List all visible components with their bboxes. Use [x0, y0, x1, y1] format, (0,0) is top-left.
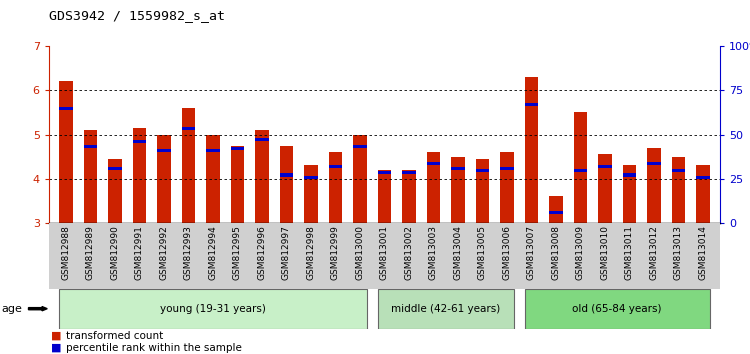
Text: GSM812995: GSM812995 [233, 225, 242, 280]
Bar [49, 223, 720, 289]
Text: GSM813001: GSM813001 [380, 225, 389, 280]
Text: GSM813004: GSM813004 [453, 225, 462, 280]
Bar [206, 149, 220, 152]
Bar [255, 138, 268, 141]
Bar [622, 166, 636, 223]
Bar [280, 173, 293, 177]
Bar [182, 127, 195, 130]
Text: GSM812998: GSM812998 [307, 225, 316, 280]
Bar [280, 145, 293, 223]
Bar [696, 166, 709, 223]
Text: GSM813002: GSM813002 [404, 225, 413, 280]
Bar [452, 156, 464, 223]
Bar [378, 170, 391, 223]
Bar [452, 167, 464, 170]
Bar [671, 169, 685, 172]
Bar [647, 162, 661, 166]
Text: ■: ■ [51, 343, 62, 353]
Bar [328, 165, 342, 168]
Bar [598, 165, 611, 168]
Text: GSM812989: GSM812989 [86, 225, 95, 280]
Text: GSM812991: GSM812991 [135, 225, 144, 280]
Bar [549, 211, 562, 214]
Bar [59, 289, 367, 329]
Text: GSM813013: GSM813013 [674, 225, 682, 280]
Bar [59, 107, 73, 110]
Text: GSM812994: GSM812994 [209, 225, 218, 280]
Text: GSM813007: GSM813007 [526, 225, 536, 280]
Bar [476, 159, 489, 223]
Bar [402, 170, 416, 223]
Text: GSM812999: GSM812999 [331, 225, 340, 280]
Text: ■: ■ [51, 331, 62, 341]
Bar [525, 289, 710, 329]
Text: GSM812993: GSM812993 [184, 225, 193, 280]
Bar [304, 166, 317, 223]
Text: GSM813012: GSM813012 [650, 225, 658, 280]
Text: GSM813014: GSM813014 [698, 225, 707, 280]
Text: GSM812990: GSM812990 [110, 225, 119, 280]
Bar [574, 113, 587, 223]
Text: GSM813009: GSM813009 [576, 225, 585, 280]
Bar [500, 152, 514, 223]
Bar [696, 176, 709, 179]
Text: middle (42-61 years): middle (42-61 years) [391, 304, 500, 314]
Bar [598, 154, 611, 223]
Text: GSM812992: GSM812992 [160, 225, 169, 280]
Bar [182, 108, 195, 223]
Bar [255, 130, 268, 223]
Bar [158, 135, 171, 223]
Bar [206, 135, 220, 223]
Bar [402, 171, 416, 175]
Text: percentile rank within the sample: percentile rank within the sample [66, 343, 242, 353]
Text: age: age [2, 304, 22, 314]
Bar [158, 149, 171, 152]
Text: GSM813000: GSM813000 [356, 225, 364, 280]
Text: old (65-84 years): old (65-84 years) [572, 304, 662, 314]
Bar [231, 147, 244, 150]
Bar [108, 167, 122, 170]
Bar [671, 156, 685, 223]
Text: GSM812997: GSM812997 [282, 225, 291, 280]
Text: GSM813010: GSM813010 [600, 225, 609, 280]
Bar [231, 145, 244, 223]
Bar [476, 169, 489, 172]
Bar [108, 159, 122, 223]
Bar [59, 81, 73, 223]
Bar [574, 169, 587, 172]
Bar [378, 171, 391, 175]
Text: GDS3942 / 1559982_s_at: GDS3942 / 1559982_s_at [49, 9, 225, 22]
Text: GSM813003: GSM813003 [429, 225, 438, 280]
Text: GSM813011: GSM813011 [625, 225, 634, 280]
Bar [525, 77, 538, 223]
Text: transformed count: transformed count [66, 331, 164, 341]
Bar [378, 289, 514, 329]
Text: GSM813008: GSM813008 [551, 225, 560, 280]
Bar [500, 167, 514, 170]
Bar [84, 145, 98, 148]
Bar [84, 130, 98, 223]
Bar [549, 196, 562, 223]
Bar [647, 148, 661, 223]
Text: GSM813005: GSM813005 [478, 225, 487, 280]
Bar [622, 173, 636, 177]
Bar [427, 162, 440, 166]
Bar [353, 135, 367, 223]
Bar [133, 140, 146, 143]
Bar [427, 152, 440, 223]
Bar [353, 145, 367, 148]
Bar [328, 152, 342, 223]
Text: young (19-31 years): young (19-31 years) [160, 304, 266, 314]
Bar [304, 176, 317, 179]
Text: GSM813006: GSM813006 [503, 225, 512, 280]
Bar [525, 103, 538, 106]
Text: GSM812988: GSM812988 [62, 225, 70, 280]
Bar [133, 128, 146, 223]
Text: GSM812996: GSM812996 [257, 225, 266, 280]
